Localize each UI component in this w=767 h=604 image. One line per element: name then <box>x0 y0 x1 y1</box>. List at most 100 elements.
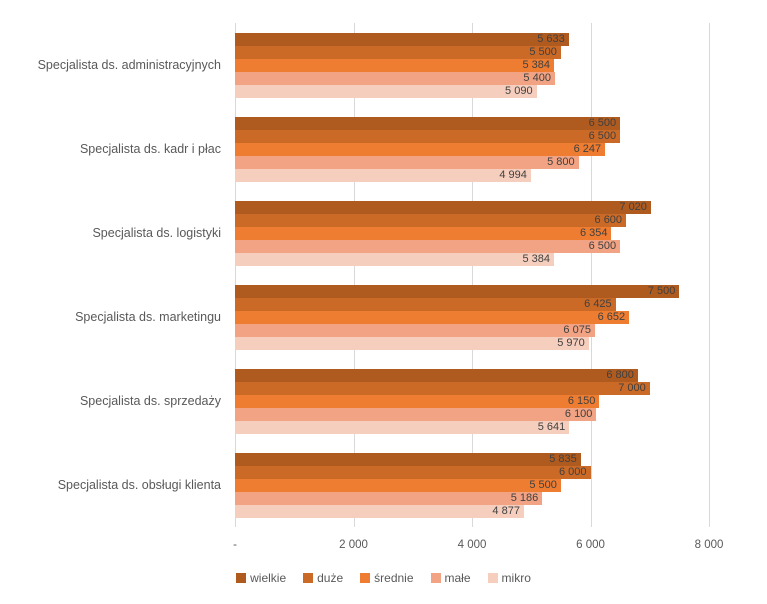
gridline <box>590 23 592 527</box>
bar-małe: 6 500 <box>235 239 621 253</box>
data-label: 6 100 <box>564 407 593 420</box>
data-label: 5 641 <box>537 420 566 433</box>
bar-mikro: 5 090 <box>235 84 537 98</box>
data-label: 5 970 <box>557 336 585 349</box>
data-label: 5 186 <box>510 491 539 504</box>
bar-group: 6 800 7 000 6 150 6 100 5 641 <box>235 359 709 443</box>
bar-średnie: 6 354 <box>235 226 612 240</box>
legend-item-duże: duże <box>303 571 343 585</box>
bar-group: 5 835 6 000 5 500 5 186 4 877 <box>235 443 709 527</box>
legend: wielkie duże średnie małe mikro <box>0 571 767 585</box>
legend-swatch-icon <box>303 573 314 583</box>
bar-group: 7 500 6 425 6 652 6 075 5 970 <box>235 275 709 359</box>
data-label: 5 090 <box>505 84 533 97</box>
legend-label: wielkie <box>250 571 287 585</box>
category-label: Specjalista ds. marketingu <box>75 310 221 324</box>
x-tick-label: 2 000 <box>339 539 368 551</box>
legend-swatch-icon <box>360 573 371 583</box>
data-label: 6 075 <box>563 323 591 336</box>
bar-wielkie: 7 500 <box>235 284 680 298</box>
bar-duże: 6 500 <box>235 129 621 143</box>
bar-małe: 5 800 <box>235 155 579 169</box>
data-label: 5 384 <box>522 252 550 265</box>
data-label: 5 384 <box>522 58 550 71</box>
data-label: 5 500 <box>529 478 557 491</box>
bar-wielkie: 5 633 <box>235 32 569 46</box>
gridline <box>709 23 710 527</box>
category-label: Specjalista ds. obsługi klienta <box>57 478 221 492</box>
data-label: 5 500 <box>529 45 557 58</box>
bar-średnie: 6 150 <box>235 394 600 408</box>
bar-średnie: 5 384 <box>235 58 554 72</box>
legend-item-małe: małe <box>430 571 471 585</box>
gridline <box>472 23 473 527</box>
data-label: 5 400 <box>523 71 551 84</box>
data-label: 6 150 <box>567 394 596 407</box>
bar-mikro: 5 384 <box>235 252 554 266</box>
bar-wielkie: 5 835 <box>235 452 581 466</box>
data-label: 7 000 <box>618 381 646 394</box>
data-label: 6 247 <box>573 142 602 155</box>
data-label: 5 835 <box>549 452 577 465</box>
bar-duże: 5 500 <box>235 45 561 59</box>
bar-małe: 6 100 <box>235 407 597 421</box>
x-tick-label: 4 000 <box>457 539 487 551</box>
data-label: 4 994 <box>499 168 527 181</box>
bar-group: 5 633 5 500 5 384 5 400 5 090 <box>235 23 709 107</box>
bar-mikro: 5 641 <box>235 420 570 434</box>
data-label: 6 600 <box>594 213 623 226</box>
plot-area: 5 633 5 500 5 384 5 400 5 090 6 500 6 500 6 247… <box>235 23 710 527</box>
bar-małe: 5 400 <box>235 71 555 85</box>
x-tick-label: 6 000 <box>576 539 605 551</box>
data-label: 6 800 <box>606 368 634 381</box>
bar-wielkie: 6 800 <box>235 368 638 382</box>
bar-średnie: 6 652 <box>235 310 630 324</box>
bar-duże: 6 425 <box>235 297 616 311</box>
data-label: 6 000 <box>558 465 587 478</box>
legend-label: mikro <box>501 571 531 585</box>
data-label: 5 633 <box>537 32 565 45</box>
data-label: 5 800 <box>547 155 575 168</box>
data-label: 6 500 <box>588 239 617 252</box>
value-axis: - 2 000 4 000 6 000 8 000 <box>233 539 723 555</box>
x-tick-label: - <box>233 539 237 551</box>
legend-item-wielkie: wielkie <box>236 571 286 585</box>
legend-swatch-icon <box>430 573 441 583</box>
category-label: Specjalista ds. administracyjnych <box>37 58 221 72</box>
bar-duże: 7 000 <box>235 381 650 395</box>
bar-duże: 6 000 <box>235 465 591 479</box>
bar-duże: 6 600 <box>235 213 627 227</box>
bar-group: 6 500 6 500 6 247 5 800 4 994 <box>235 107 709 191</box>
bar-mikro: 4 877 <box>235 504 524 518</box>
data-label: 6 500 <box>588 129 617 142</box>
data-label: 6 354 <box>579 226 608 239</box>
bar-średnie: 6 247 <box>235 142 606 156</box>
category-label: Specjalista ds. kadr i płac <box>79 142 221 156</box>
bar-małe: 5 186 <box>235 491 543 505</box>
data-label: 6 425 <box>584 297 612 310</box>
bar-mikro: 5 970 <box>235 336 589 350</box>
data-label: 7 020 <box>619 200 647 213</box>
category-label: Specjalista ds. sprzedaży <box>79 394 221 408</box>
legend-swatch-icon <box>487 573 498 583</box>
category-label: Specjalista ds. logistyki <box>92 226 221 240</box>
legend-label: małe <box>444 571 471 585</box>
legend-swatch-icon <box>236 573 247 583</box>
category-axis: Specjalista ds. administracyjnych Specjal… <box>0 23 228 527</box>
axis-line <box>235 23 236 527</box>
legend-item-mikro: mikro <box>487 571 531 585</box>
x-tick-label: 8 000 <box>694 539 724 551</box>
data-label: 6 500 <box>588 116 617 129</box>
data-label: 7 500 <box>647 284 676 297</box>
bar-mikro: 4 994 <box>235 168 531 182</box>
data-label: 6 652 <box>597 310 626 323</box>
gridline <box>353 23 355 527</box>
data-label: 4 877 <box>492 504 520 517</box>
legend-label: duże <box>317 571 344 585</box>
bar-group: 7 020 6 600 6 354 6 500 5 384 <box>235 191 709 275</box>
bar-średnie: 5 500 <box>235 478 561 492</box>
legend-label: średnie <box>374 571 414 585</box>
legend-item-średnie: średnie <box>360 571 414 585</box>
bar-małe: 6 075 <box>235 323 595 337</box>
